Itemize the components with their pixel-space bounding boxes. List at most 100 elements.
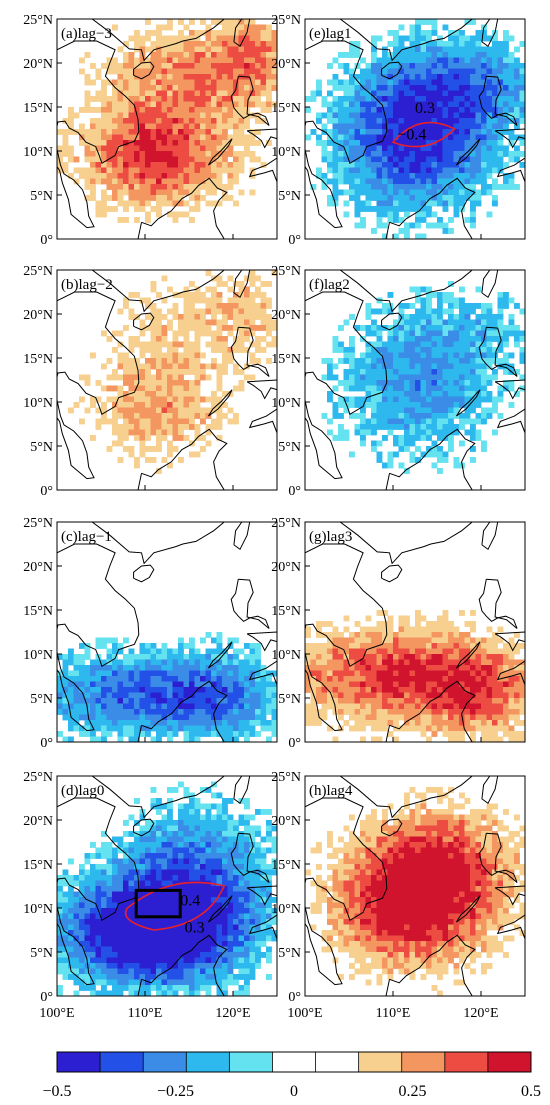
lat-tick-label: 10°N (23, 145, 53, 160)
lat-tick-label: 0° (288, 484, 301, 499)
coastlines (305, 270, 525, 490)
significance-contour (124, 881, 226, 931)
coastlines (305, 19, 525, 239)
lat-tick-label: 20°N (271, 308, 301, 323)
map-panel-g: 0° 5°N 10°N 15°N 20°N 25°N (g)lag3 (271, 516, 526, 751)
anomaly-field (57, 781, 277, 996)
colorbar-swatch (229, 1052, 273, 1072)
colorbar: −0.5 −0.25 0 0.25 0.5 (42, 1051, 541, 1100)
lat-tick-label: 0° (40, 233, 53, 248)
panel-label: (f)lag2 (309, 277, 350, 293)
lon-tick-label: 110°E (376, 1006, 411, 1021)
lat-tick-label: 15°N (23, 101, 53, 116)
anomaly-field (305, 19, 525, 239)
colorbar-tick-label: 0.25 (399, 1083, 427, 1100)
panel-frame (56, 269, 278, 491)
lat-tick-label: 10°N (23, 396, 53, 411)
colorbar-tick-label: −0.5 (42, 1083, 71, 1100)
colorbar-swatch (487, 1052, 532, 1072)
significance-contour (391, 121, 456, 148)
contour-label: 0.3 (185, 920, 205, 937)
lat-tick-label: 0° (40, 484, 53, 499)
panel-frame (56, 521, 278, 743)
anomaly-field (305, 787, 525, 996)
lat-tick-label: 10°N (271, 648, 301, 663)
lat-tick-label: 15°N (271, 101, 301, 116)
lat-tick-label: 25°N (271, 770, 301, 785)
anomaly-field (68, 270, 277, 474)
panel-label: (e)lag1 (309, 26, 351, 42)
panel-label: (g)lag3 (309, 529, 352, 545)
lat-tick-label: 5°N (30, 946, 53, 961)
colorbar-tick-label: 0 (290, 1083, 298, 1100)
colorbar-swatch (315, 1052, 359, 1072)
lat-tick-label: 10°N (23, 648, 53, 663)
coastlines (305, 776, 525, 996)
contour-label: −0.4 (397, 127, 426, 144)
lat-tick-label: 20°N (271, 57, 301, 72)
lat-tick-label: 5°N (278, 692, 301, 707)
lat-tick-label: 25°N (271, 516, 301, 531)
panel-label: (a)lag−3 (61, 26, 112, 42)
lat-tick-label: 20°N (271, 560, 301, 575)
map-panel-f: 0° 5°N 10°N 15°N 20°N 25°N (f)lag2 (271, 264, 526, 499)
lat-tick-label: 15°N (23, 352, 53, 367)
lat-tick-label: 0° (40, 736, 53, 751)
panel-frame (304, 521, 526, 743)
lat-tick-label: 0° (288, 233, 301, 248)
map-panel-e: 0° 5°N 10°N 15°N 20°N 25°N (e)lag1 0.3 −0.4 (271, 13, 526, 248)
lon-tick-label: 110°E (128, 1006, 163, 1021)
lat-tick-label: 25°N (271, 13, 301, 28)
map-panel-h: 0° 5°N 10°N 15°N 20°N 25°N 100°E 110°E 120°E (h)l… (271, 770, 526, 1021)
anomaly-field (57, 19, 277, 223)
panel-label: (d)lag0 (61, 783, 104, 799)
lat-tick-label: 15°N (23, 858, 53, 873)
lat-tick-label: 15°N (271, 858, 301, 873)
lat-tick-label: 5°N (278, 189, 301, 204)
lat-tick-label: 10°N (23, 902, 53, 917)
colorbar-swatch (57, 1052, 101, 1072)
panel-frame (304, 18, 526, 240)
coastlines (57, 776, 277, 996)
lat-tick-label: 20°N (23, 814, 53, 829)
lat-tick-label: 20°N (23, 57, 53, 72)
anomaly-field (57, 632, 277, 742)
colorbar-swatch (358, 1052, 403, 1072)
lat-tick-label: 5°N (30, 189, 53, 204)
lat-tick-label: 15°N (23, 604, 53, 619)
lon-tick-label: 100°E (39, 1006, 74, 1021)
lat-tick-label: 5°N (278, 946, 301, 961)
colorbar-swatch (143, 1052, 187, 1072)
panel-label: (c)lag−1 (61, 529, 112, 545)
colorbar-swatch (100, 1052, 144, 1072)
colorbar-swatch (186, 1052, 230, 1072)
colorbar-swatch (444, 1052, 489, 1072)
lat-tick-label: 15°N (271, 604, 301, 619)
lat-tick-label: 10°N (271, 396, 301, 411)
colorbar-swatch (272, 1052, 316, 1072)
map-panel-b: 0° 5°N 10°N 15°N 20°N 25°N (b)lag−2 (23, 264, 278, 499)
colorbar-tick-label: −0.25 (157, 1083, 194, 1100)
lat-tick-label: 20°N (271, 814, 301, 829)
lat-tick-label: 10°N (271, 902, 301, 917)
panel-label: (b)lag−2 (61, 277, 113, 293)
panel-frame (304, 269, 526, 491)
anomaly-field (321, 281, 525, 474)
contour-label: 0.3 (415, 100, 435, 117)
panel-frame (304, 775, 526, 997)
lat-tick-label: 25°N (23, 13, 53, 28)
lat-tick-label: 25°N (23, 264, 53, 279)
index-region-box (134, 888, 182, 919)
coastlines (305, 522, 525, 742)
lat-tick-label: 0° (40, 990, 53, 1005)
lon-tick-label: 100°E (287, 1006, 322, 1021)
coastlines (57, 270, 277, 490)
panel-label: (h)lag4 (309, 783, 353, 799)
lat-tick-label: 5°N (30, 692, 53, 707)
contour-label: 0.4 (180, 892, 200, 909)
map-panel-a: 0° 5°N 10°N 15°N 20°N 25°N (a)lag−3 (23, 13, 278, 248)
lat-tick-label: 0° (288, 736, 301, 751)
lat-tick-label: 5°N (30, 440, 53, 455)
lat-tick-label: 0° (288, 990, 301, 1005)
lat-tick-label: 25°N (23, 770, 53, 785)
